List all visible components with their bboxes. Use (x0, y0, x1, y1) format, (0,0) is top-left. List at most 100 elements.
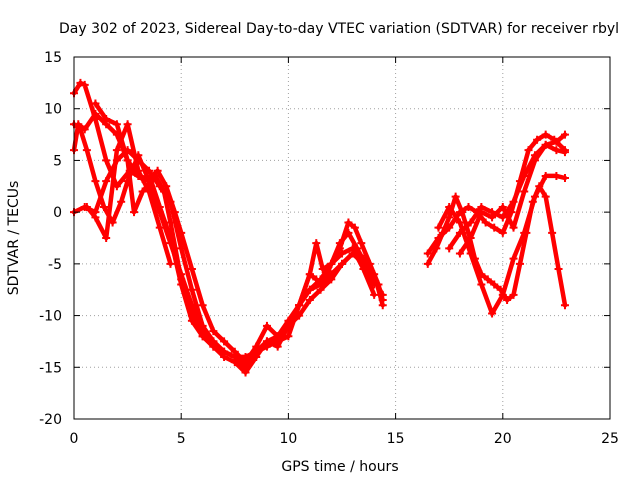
x-tick-label: 20 (494, 431, 512, 447)
data-point-day-2 (220, 337, 229, 346)
data-point-late-a (560, 301, 569, 310)
data-point-late-c (520, 228, 529, 237)
x-tick-label: 15 (387, 431, 405, 447)
data-point-late-e (466, 234, 475, 242)
data-point-day-6 (166, 259, 175, 268)
data-point-late-c (530, 192, 539, 201)
data-point-day-5 (112, 120, 121, 129)
data-point-day-5 (177, 280, 186, 289)
data-point-day-2 (187, 265, 196, 274)
data-point-late-d (560, 130, 569, 139)
y-tick-labels: 15 10 5 0 -5 -10 -15 -20 (39, 50, 62, 428)
data-point-late-b (498, 228, 507, 237)
y-tick-label: -10 (39, 309, 62, 325)
x-tick-label: 5 (177, 431, 186, 447)
data-point-day-2 (344, 228, 353, 237)
data-point-late-b (524, 146, 533, 155)
data-point-day-4 (102, 177, 111, 186)
data-point-day-5 (230, 352, 239, 361)
data-point-day-5 (327, 275, 336, 284)
data-point-day-6 (145, 187, 154, 196)
data-point-day-3 (100, 202, 109, 211)
data-point-late-d (455, 228, 464, 237)
data-point-late-b (445, 223, 454, 232)
data-point-day-6 (155, 223, 164, 232)
data-point-late-d (498, 213, 507, 222)
y-tick-label: -20 (39, 412, 62, 428)
data-point-day-4 (370, 290, 379, 299)
data-point-late-c (488, 309, 497, 318)
data-point-day-5 (316, 285, 325, 294)
data-point-day-4 (145, 166, 154, 175)
data-point-day-6 (91, 213, 100, 222)
data-point-day-2 (198, 301, 207, 310)
data-point-day-5 (370, 280, 379, 289)
data-point-late-a (548, 228, 557, 237)
data-point-day-6 (82, 202, 91, 211)
data-point-day-5 (91, 99, 100, 108)
data-point-day-5 (187, 316, 196, 325)
y-tick-label: 5 (53, 153, 62, 169)
data-point-late-d (552, 137, 561, 146)
data-point-day-3 (370, 270, 379, 279)
data-point-day-3 (76, 125, 85, 134)
data-point-day-5 (123, 156, 132, 165)
data-point-late-a (541, 192, 550, 201)
data-point-day-4 (262, 321, 271, 330)
data-point-day-5 (220, 347, 229, 356)
data-point-late-a (483, 275, 492, 284)
data-point-late-a (423, 259, 432, 268)
data-point-day-5 (147, 177, 156, 186)
data-point-late-b (533, 135, 542, 144)
data-point-day-1 (350, 223, 359, 232)
x-tick-label: 25 (601, 431, 619, 447)
x-tick-label: 10 (279, 431, 297, 447)
data-point-late-a (503, 296, 512, 305)
data-point-day-4 (177, 244, 186, 253)
data-point-day-5 (198, 332, 207, 341)
data-point-late-e (560, 148, 569, 157)
series-line-day-5 (93, 101, 377, 360)
data-point-day-2 (91, 109, 100, 118)
y-axis-label: SDTVAR / TECUs (6, 181, 22, 296)
series-layer (70, 78, 569, 377)
data-point-day-4 (198, 321, 207, 330)
data-point-day-3 (284, 332, 293, 341)
data-point-day-5 (295, 311, 304, 320)
data-point-day-5 (338, 259, 346, 268)
data-point-day-3 (378, 301, 387, 310)
data-point-late-e (541, 140, 550, 149)
data-point-late-c (560, 174, 569, 183)
data-point-late-a (554, 265, 563, 274)
data-point-late-b (455, 208, 464, 217)
data-point-day-5 (359, 259, 368, 268)
data-point-day-4 (338, 249, 346, 258)
data-point-late-a (509, 290, 518, 299)
series-line-day-2 (71, 111, 385, 365)
data-point-day-5 (166, 234, 175, 242)
data-point-late-d (445, 244, 454, 253)
data-point-late-e (520, 187, 529, 196)
data-point-day-2 (335, 239, 344, 248)
data-point-late-c (509, 254, 518, 263)
data-point-day-1 (312, 239, 321, 248)
data-point-late-e (552, 146, 561, 155)
data-point-late-b (423, 249, 432, 258)
data-point-day-4 (316, 275, 325, 284)
data-point-late-e (455, 249, 464, 258)
data-point-late-e (498, 202, 507, 211)
data-point-day-5 (284, 321, 293, 330)
data-point-late-c (434, 223, 443, 232)
data-point-day-1 (102, 156, 111, 165)
data-point-late-e (530, 156, 539, 165)
data-point-day-3 (91, 177, 100, 186)
data-point-day-5 (102, 115, 111, 124)
data-point-late-c (445, 202, 454, 211)
data-point-day-6 (123, 120, 132, 129)
x-axis-label: GPS time / hours (281, 459, 398, 475)
data-point-late-d (509, 197, 518, 206)
data-point-day-3 (117, 197, 126, 206)
data-point-day-6 (102, 234, 111, 242)
data-point-day-4 (187, 285, 196, 294)
data-point-day-2 (209, 327, 218, 336)
